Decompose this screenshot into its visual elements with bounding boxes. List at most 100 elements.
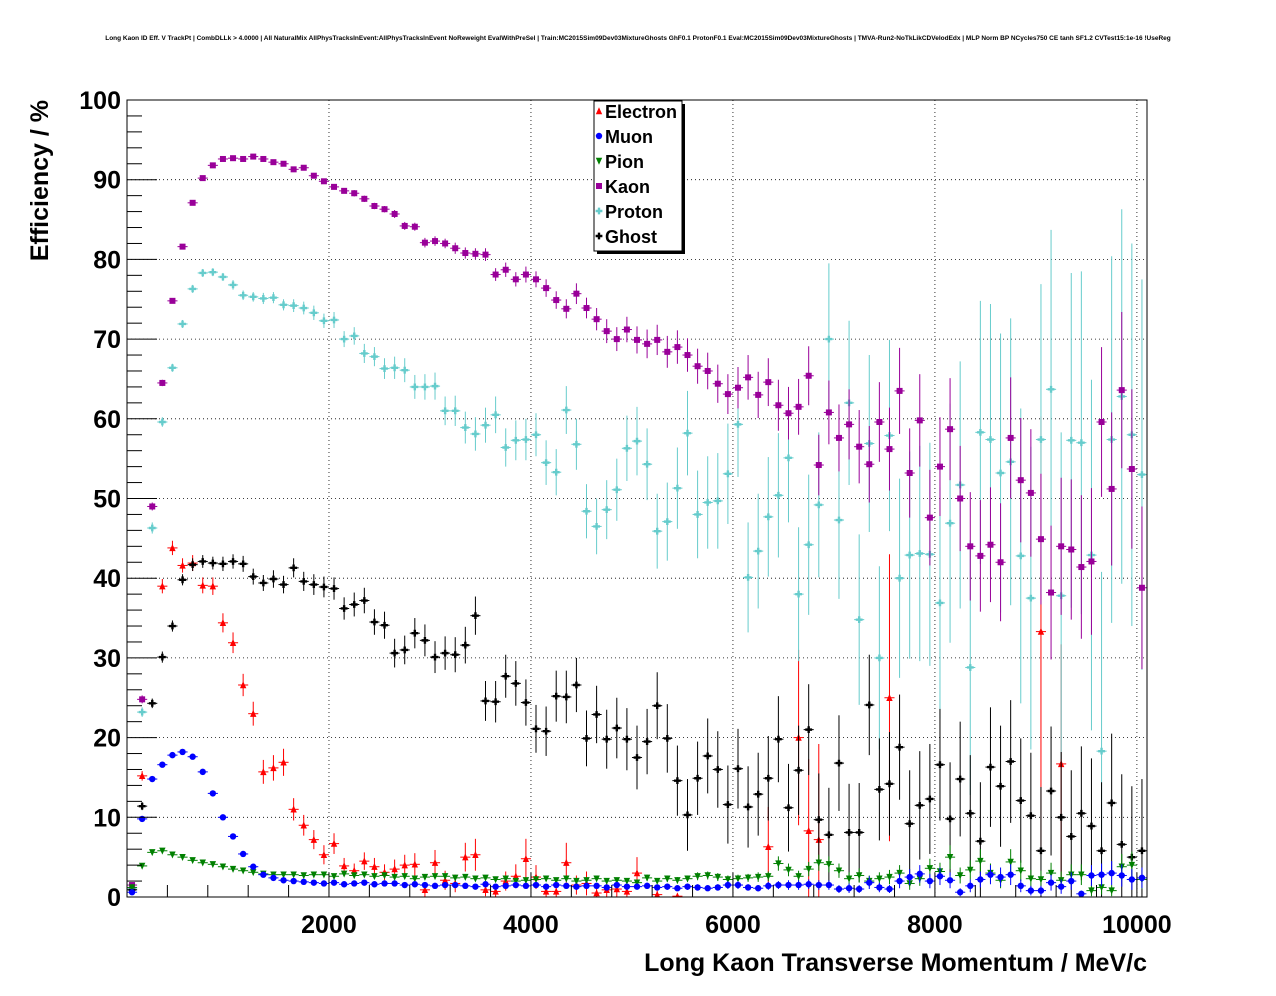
data-point <box>595 157 603 165</box>
data-point <box>583 877 590 885</box>
data-point <box>229 638 237 646</box>
data-point <box>280 301 287 309</box>
data-point <box>351 872 358 880</box>
legend-item-electron: Electron <box>595 102 677 122</box>
data-point <box>866 879 873 886</box>
data-point <box>875 786 883 793</box>
data-point <box>754 885 762 892</box>
data-point <box>330 839 338 847</box>
data-point <box>330 316 338 324</box>
data-point <box>482 874 489 882</box>
data-point <box>654 890 661 897</box>
data-point <box>199 581 206 589</box>
data-point <box>684 875 691 883</box>
data-point <box>532 881 540 889</box>
series-muon <box>127 748 1147 897</box>
data-point <box>472 250 479 257</box>
data-point <box>1048 589 1055 596</box>
data-point <box>856 443 863 450</box>
data-point <box>596 183 602 189</box>
data-point <box>179 853 186 861</box>
y-tick-label: 100 <box>79 87 121 115</box>
data-point <box>613 885 621 893</box>
data-point <box>300 304 308 312</box>
data-point <box>845 875 853 883</box>
data-point <box>290 805 297 813</box>
data-point <box>734 765 742 773</box>
data-point <box>653 702 661 710</box>
data-point <box>512 276 519 283</box>
data-point <box>522 699 530 706</box>
data-point <box>411 223 418 230</box>
x-tick-label: 10000 <box>1102 911 1172 939</box>
data-point <box>855 829 863 836</box>
data-point <box>694 873 701 881</box>
data-point <box>138 815 146 823</box>
data-point <box>421 239 428 246</box>
data-point <box>855 616 863 624</box>
data-point <box>451 407 459 415</box>
legend-item-muon: Muon <box>595 127 653 147</box>
data-point <box>1078 871 1085 879</box>
data-point <box>320 880 328 887</box>
data-point <box>199 768 206 776</box>
data-point <box>795 766 802 774</box>
data-point <box>290 871 297 879</box>
data-point <box>290 166 297 173</box>
data-point <box>744 803 752 811</box>
data-point <box>947 426 954 433</box>
data-point <box>169 544 176 552</box>
data-point <box>1128 466 1135 473</box>
data-point <box>159 847 166 855</box>
data-point <box>916 870 923 878</box>
data-point <box>1047 879 1055 886</box>
data-point <box>512 872 520 880</box>
data-point <box>1088 558 1095 565</box>
data-point <box>159 379 166 386</box>
data-point <box>229 833 237 840</box>
series-pion <box>127 845 1147 897</box>
data-point <box>835 434 842 441</box>
data-point <box>219 863 227 871</box>
data-point <box>250 863 257 870</box>
data-point <box>1138 847 1146 855</box>
data-point <box>785 804 792 812</box>
data-point <box>1078 890 1085 897</box>
data-point <box>825 831 833 839</box>
data-point <box>411 881 419 888</box>
legend-item-ghost: Ghost <box>595 227 657 247</box>
data-point <box>351 866 358 874</box>
data-point <box>139 696 146 703</box>
data-point <box>744 874 752 882</box>
data-point <box>360 597 368 604</box>
data-point <box>1007 858 1014 866</box>
data-point <box>1017 477 1024 484</box>
data-point <box>613 881 621 889</box>
data-point <box>734 875 742 883</box>
data-point <box>189 199 196 206</box>
data-point <box>361 195 368 202</box>
data-point <box>957 495 964 502</box>
data-point <box>987 436 994 443</box>
data-point <box>431 382 439 390</box>
data-point <box>785 410 792 417</box>
data-point <box>240 155 247 162</box>
data-point <box>371 353 378 361</box>
data-point <box>179 576 186 584</box>
data-point <box>835 759 843 767</box>
data-point <box>1108 485 1115 492</box>
y-axis-label: Efficiency / % <box>26 100 54 261</box>
data-point <box>189 857 196 865</box>
y-tick-label: 40 <box>93 565 121 593</box>
data-point <box>542 727 550 735</box>
data-point <box>906 551 914 559</box>
data-point <box>623 444 631 452</box>
data-point <box>825 861 833 869</box>
data-point <box>169 297 176 304</box>
data-point <box>966 809 974 817</box>
grid <box>127 100 1147 897</box>
data-point <box>553 881 560 889</box>
data-point <box>522 271 529 278</box>
data-point <box>946 815 954 823</box>
data-point <box>765 842 772 850</box>
